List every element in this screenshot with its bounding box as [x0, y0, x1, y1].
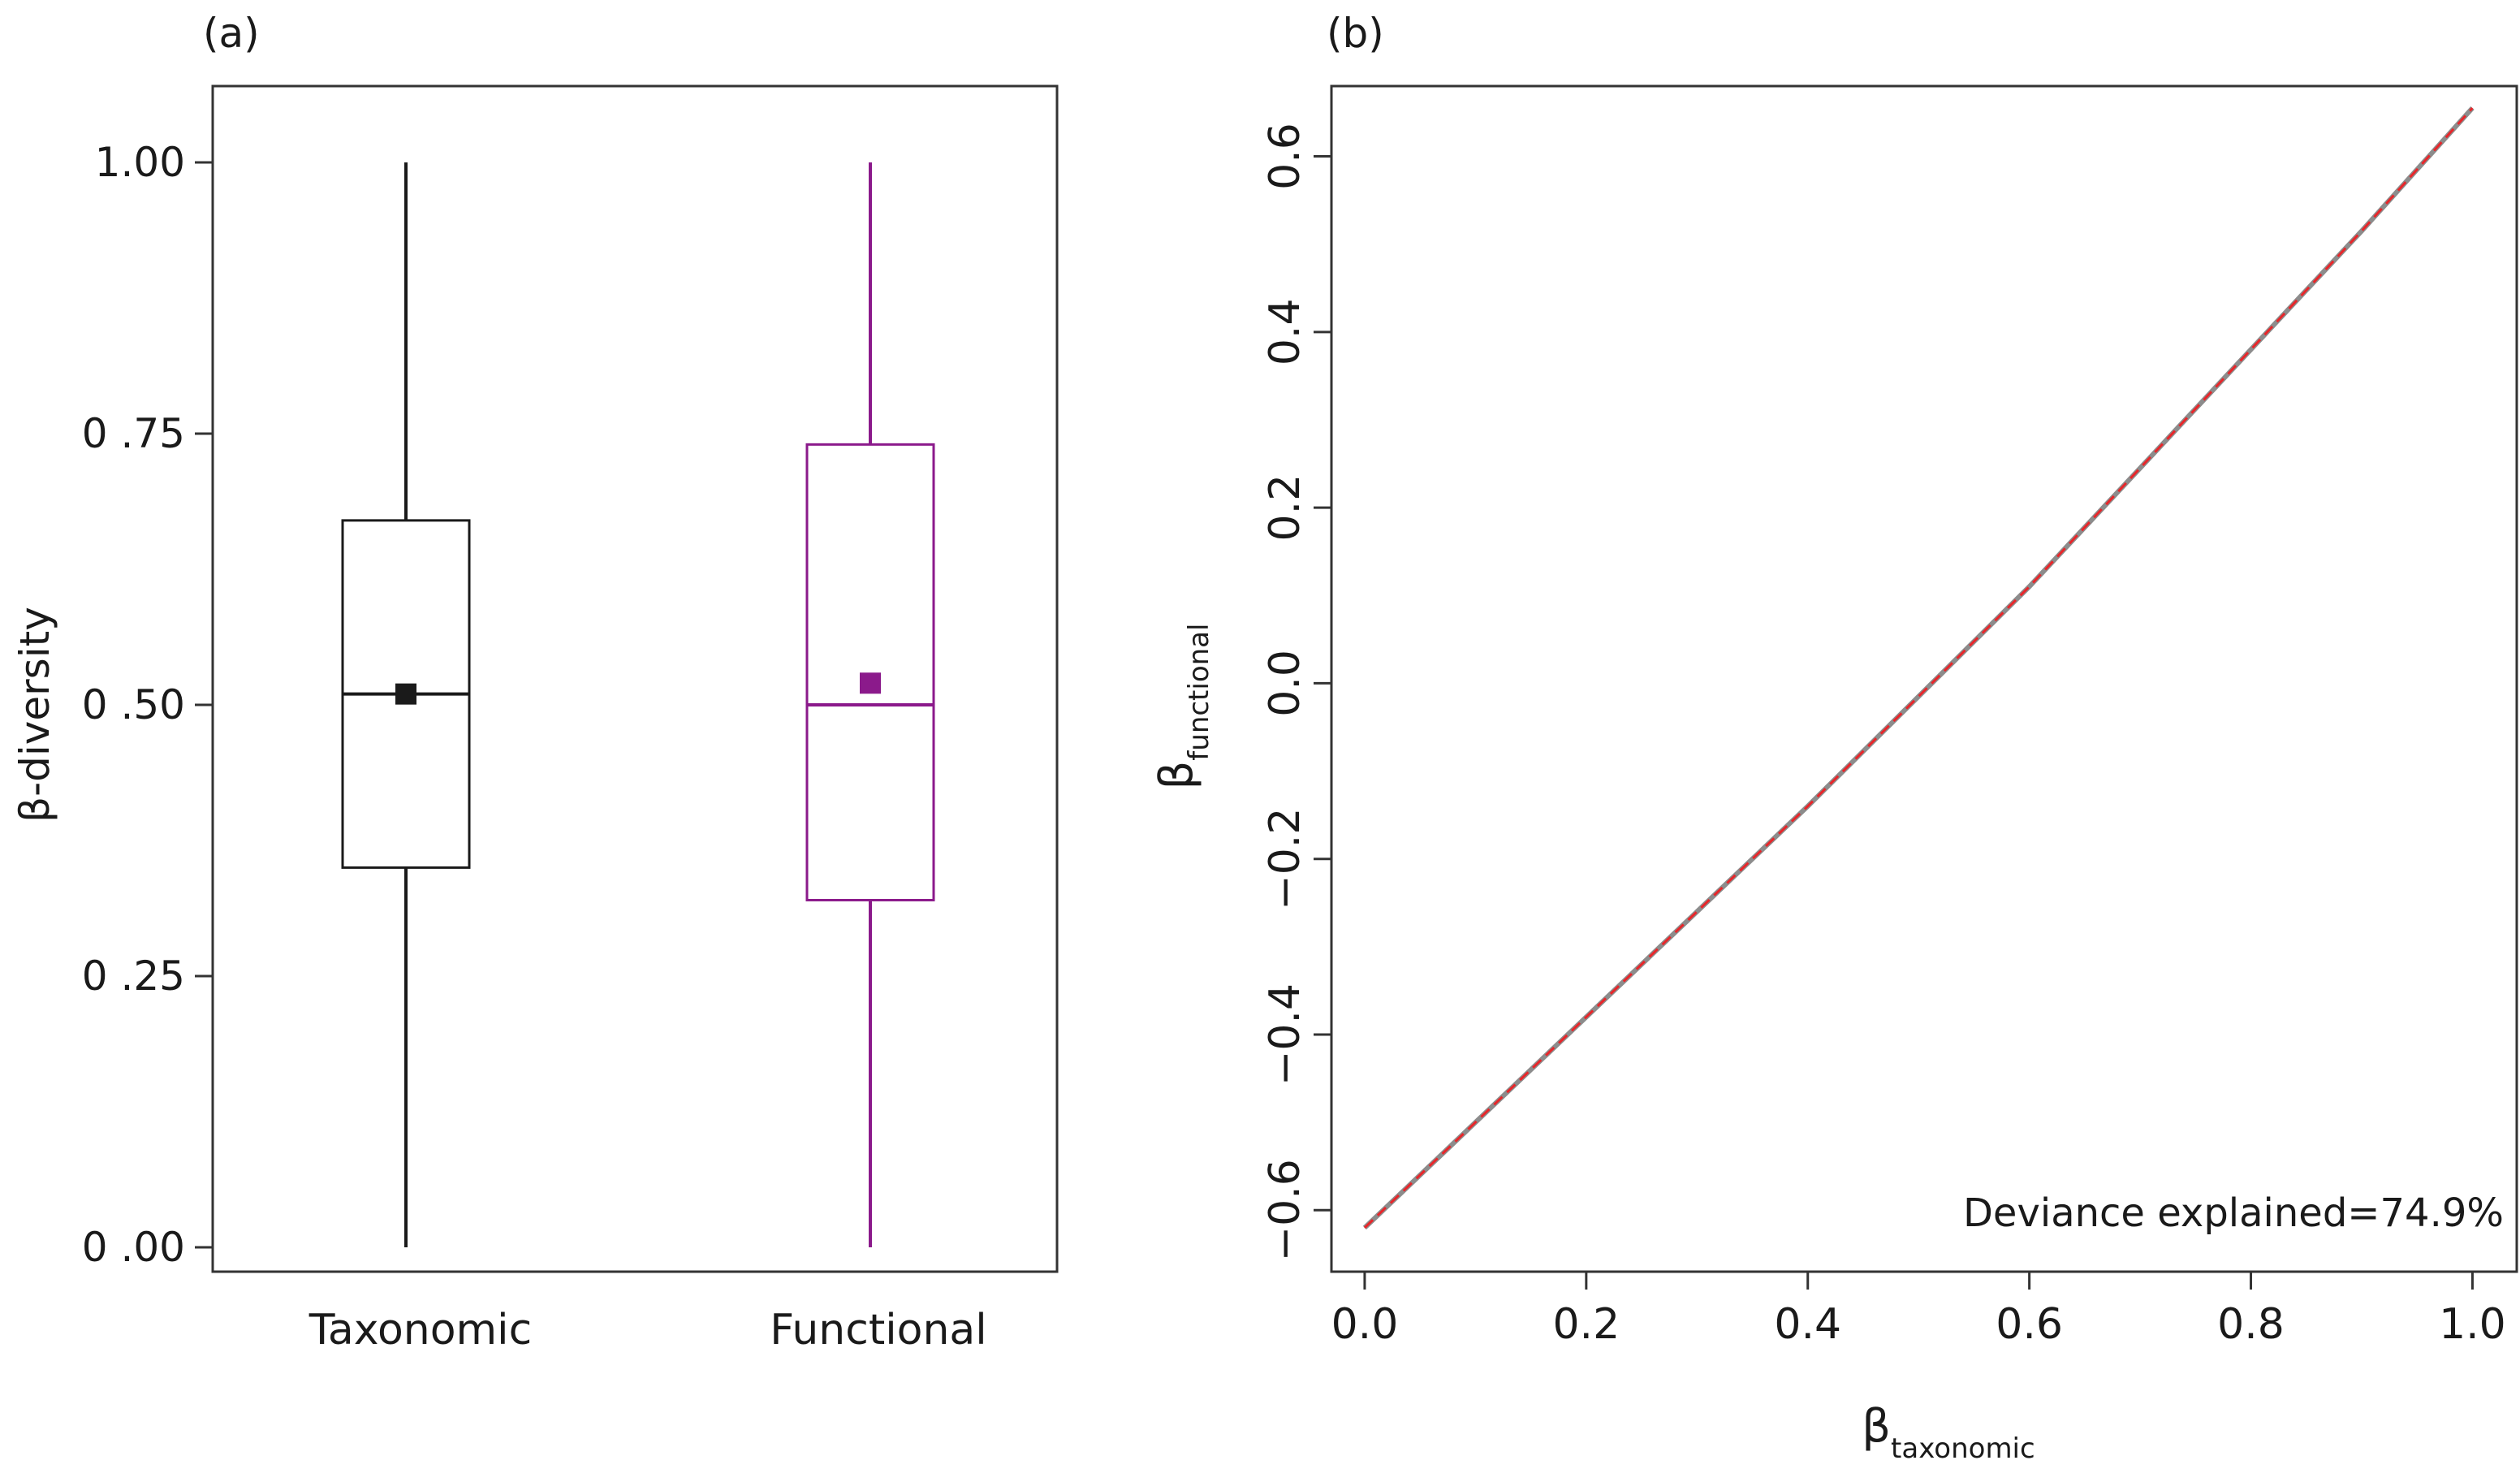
x-tick-label: Taxonomic: [309, 1306, 532, 1355]
y-tick-label: 0.0: [1261, 650, 1310, 717]
x-label-sub: taxonomic: [1891, 1432, 2035, 1465]
panel-a-label: (a): [203, 10, 260, 57]
iqr-box: [805, 443, 935, 901]
panel-b-x-axis-label: βtaxonomic: [1862, 1400, 2035, 1465]
x-tick-label: 0.8: [2217, 1300, 2285, 1349]
x-tick-label: 0.4: [1774, 1300, 1841, 1349]
box-taxonomic: [341, 162, 471, 1247]
y-tick-label: −0.6: [1261, 1159, 1310, 1261]
x-tick-label: 0.2: [1552, 1300, 1620, 1349]
fit-line-dashed: [1363, 106, 2474, 1229]
x-tick-label: 0.0: [1331, 1300, 1399, 1349]
panel-a-y-axis: 1.00 0 .75 0 .50 0 .25 0 .00: [82, 139, 214, 1271]
panel-a-boxes: [341, 162, 935, 1247]
y-tick-label: −0.2: [1261, 808, 1310, 910]
panel-b-label: (b): [1327, 10, 1384, 57]
panel-b-series: [1362, 106, 2475, 1230]
fit-line: [1362, 106, 2475, 1230]
y-tick-label: −0.4: [1261, 983, 1310, 1086]
y-tick-label: 1.00: [95, 139, 185, 186]
x-tick-label: 0.6: [1996, 1300, 2063, 1349]
panel-b-y-axis: −0.6 −0.4 −0.2 0.0 0.2 0.4 0.6: [1261, 123, 1333, 1261]
panel-a-boxplot: (a) 1.00 0 .75 0 .50 0 .25 0 .00 Taxonomic Fu…: [11, 10, 1059, 1355]
panel-b-line: (b) −0.6−0.4−0.20.00.20.40.6 0.0 0.2 0.4 0.…: [1150, 10, 2518, 1465]
y-tick-label: 0.4: [1261, 298, 1310, 365]
y-tick-label: 0 .75: [82, 410, 185, 457]
y-label-sub: functional: [1183, 624, 1215, 761]
panel-a-frame: [211, 84, 1059, 1273]
y-tick-label: 0 .00: [82, 1224, 185, 1271]
y-tick-label: 0 .25: [82, 953, 185, 1000]
y-tick-label: 0 .50: [82, 681, 185, 728]
x-label-main: β: [1862, 1400, 1891, 1453]
y-tick-label: 0.2: [1261, 474, 1310, 542]
panel-b-y-axis-label: βfunctional: [1150, 624, 1215, 790]
panel-b-frame: [1330, 84, 2518, 1273]
x-tick-label: 1.0: [2439, 1300, 2506, 1349]
y-tick-label: 0.6: [1261, 123, 1310, 190]
deviance-annotation: Deviance explained=74.9%: [1963, 1190, 2504, 1236]
mean-marker: [860, 672, 881, 694]
mean-marker: [395, 683, 416, 705]
panel-b-x-axis: 0.0 0.2 0.4 0.6 0.8 1.0: [1331, 1270, 2506, 1349]
y-label-main: β: [1150, 761, 1203, 790]
panel-a-y-axis-label: β-diversity: [11, 607, 58, 823]
panel-a-x-axis: Taxonomic Functional: [309, 1306, 987, 1355]
box-functional: [805, 162, 935, 1247]
x-tick-label: Functional: [770, 1306, 987, 1355]
